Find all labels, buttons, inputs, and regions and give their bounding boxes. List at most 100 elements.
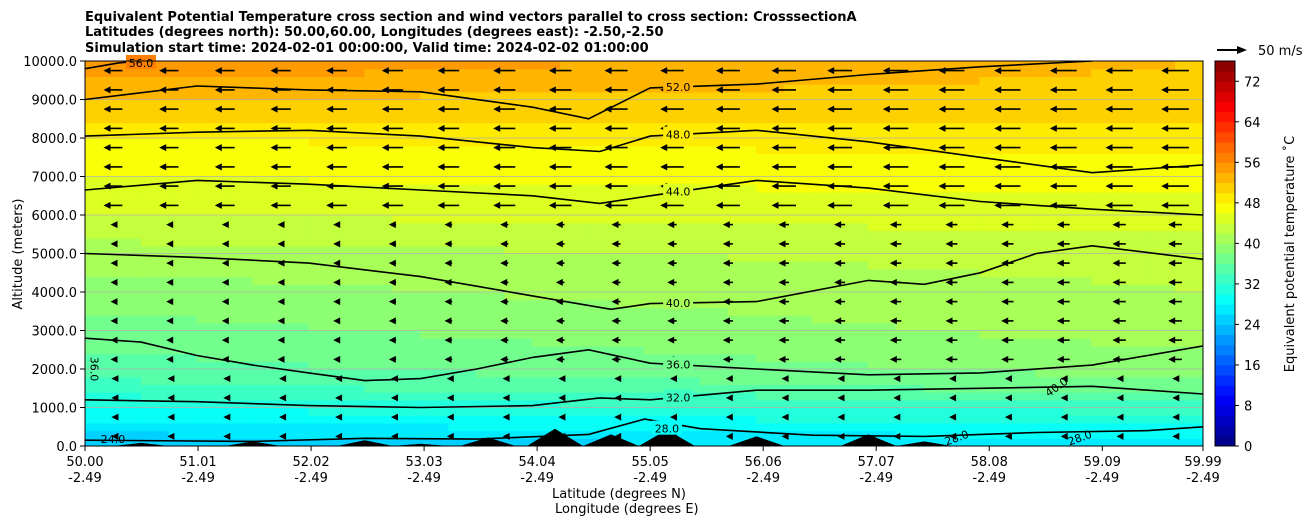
field-cell (839, 315, 869, 324)
field-cell (923, 415, 952, 424)
field-cell (280, 99, 310, 108)
field-cell (476, 176, 505, 185)
field-cell (839, 199, 869, 208)
wind-vector-head (381, 105, 389, 113)
x-tick-label: 52.02 (292, 455, 329, 470)
field-cell (1007, 399, 1036, 409)
field-cell (755, 61, 785, 70)
field-cell (755, 215, 785, 224)
field-cell (168, 114, 198, 124)
field-cell (448, 338, 477, 347)
field-cell (979, 84, 1008, 93)
field-cell (923, 230, 952, 239)
y-axis-label: Altitude (meters) (11, 199, 26, 310)
field-cell (504, 176, 533, 185)
wind-vector-head (388, 355, 396, 363)
field-cell (196, 299, 226, 308)
wind-vector-head (103, 105, 111, 113)
field-cell (308, 138, 338, 147)
field-cell (616, 76, 645, 85)
field-cell (448, 422, 477, 432)
field-cell (252, 122, 282, 131)
contour-label-40: 40.0 (666, 297, 691, 310)
field-cell (252, 430, 282, 439)
field-cell (867, 222, 897, 231)
field-cell (336, 338, 366, 347)
field-cell (951, 307, 980, 316)
field-cell (476, 422, 505, 432)
field-cell (588, 268, 617, 278)
field-cell (699, 299, 729, 308)
field-cell (588, 292, 617, 301)
field-cell (420, 61, 449, 70)
field-cell (336, 184, 366, 193)
field-cell (504, 345, 533, 355)
field-cell (727, 315, 757, 324)
field-cell (644, 130, 673, 139)
field-cell (839, 245, 869, 255)
field-cell (951, 168, 980, 178)
field-cell (308, 114, 338, 124)
field-cell (1119, 245, 1148, 255)
field-cell (588, 276, 617, 285)
field-cell (364, 215, 393, 224)
wind-vector-head (446, 432, 454, 440)
field-cell (168, 345, 198, 355)
field-cell (140, 284, 170, 293)
field-cell (504, 369, 533, 378)
field-cell (1175, 222, 1203, 231)
field-cell (951, 268, 980, 278)
wind-vector-head (333, 221, 341, 229)
field-cell (560, 345, 589, 355)
field-cell (1063, 176, 1092, 185)
wind-vector-head (103, 67, 111, 75)
field-cell (923, 392, 952, 401)
field-cell (448, 284, 477, 293)
field-cell (504, 276, 533, 285)
field-cell (224, 222, 254, 231)
field-cell (168, 268, 198, 278)
wind-vector-head (1172, 375, 1180, 383)
wind-vector-head (381, 201, 389, 209)
field-cell (85, 238, 114, 247)
field-cell (420, 107, 449, 116)
field-cell (1091, 168, 1120, 178)
field-cell (476, 145, 505, 154)
colorbar-frame (1214, 60, 1236, 447)
field-cell (699, 76, 729, 85)
field-cell (140, 153, 170, 162)
field-cell (448, 122, 477, 131)
field-cell (979, 184, 1008, 193)
field-cell (280, 199, 310, 208)
field-cell (532, 215, 561, 224)
field-cell (168, 61, 198, 70)
field-cell (811, 345, 841, 355)
field-cell (839, 422, 869, 432)
field-cell (699, 138, 729, 147)
field-cell (783, 307, 813, 316)
wind-vector-head (1116, 432, 1124, 440)
field-cell (168, 91, 198, 101)
field-cell (867, 76, 897, 85)
field-cell (1007, 322, 1036, 332)
wind-vector-head (889, 221, 897, 229)
field-cell (308, 315, 338, 324)
wind-vector-head (994, 163, 1002, 171)
field-cell (1175, 84, 1203, 93)
field-cell (504, 61, 533, 70)
field-cell (280, 176, 310, 185)
field-cell (1119, 191, 1148, 201)
field-cell (448, 207, 477, 216)
field-cell (532, 307, 561, 316)
field-cell (811, 191, 841, 201)
field-cell (979, 191, 1008, 201)
field-cell (420, 114, 449, 124)
wind-vector-head (493, 163, 501, 171)
wind-vector-head (381, 86, 389, 94)
field-cell (951, 184, 980, 193)
y-tick-label: 1000.0 (32, 402, 78, 417)
x-tick-label: 51.01 (179, 455, 216, 470)
field-cell (867, 61, 897, 70)
field-cell (532, 114, 561, 124)
wind-vector-head (1112, 221, 1120, 229)
